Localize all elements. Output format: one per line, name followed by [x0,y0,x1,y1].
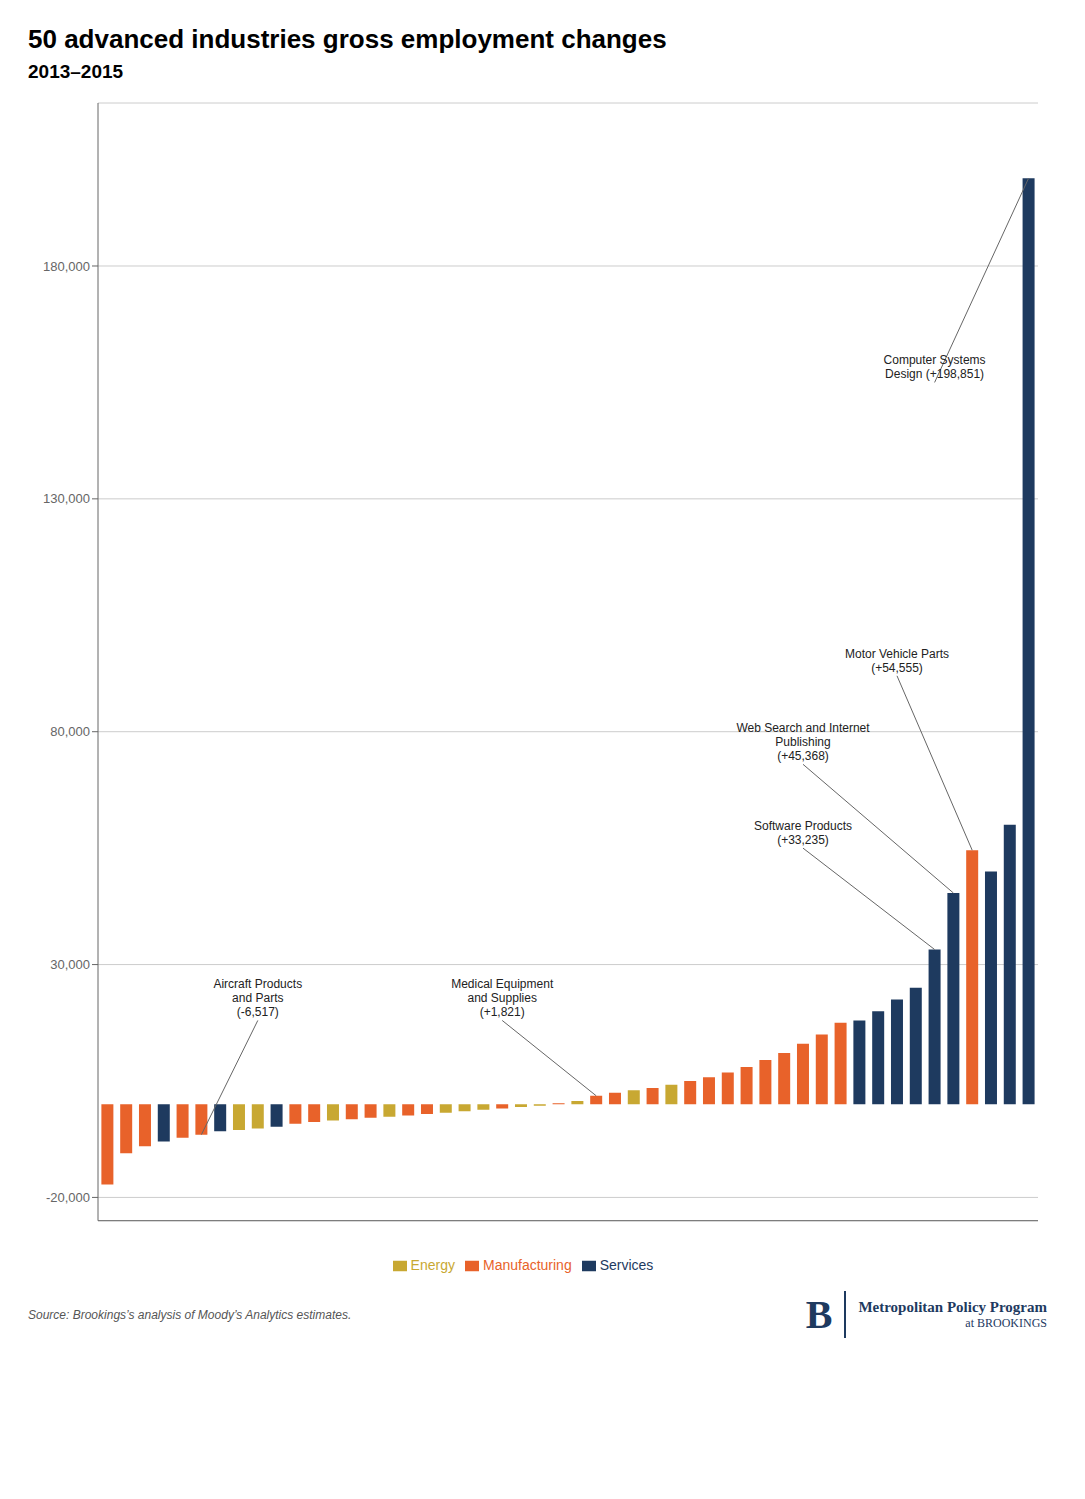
html-text:2013–2015: 2013–2015 [28,61,124,82]
html-text:50 advanced industries gross e: 50 advanced industries gross employment … [28,24,667,54]
svg-text:Medical Equipmentand Supplies(: Medical Equipmentand Supplies(+1,821) [451,977,554,1019]
svg-text:Motor Vehicle Parts(+54,555): Motor Vehicle Parts(+54,555) [845,647,949,675]
svg-text:-20,000: -20,000 [46,1190,90,1205]
html-text:Services: Services [599,1256,654,1273]
svg-text:Computer SystemsDesign (+198,8: Computer SystemsDesign (+198,851) [884,353,986,381]
html-text:Metropolitan Policy Program: Metropolitan Policy Program [858,1298,1047,1315]
svg-text:Web Search and InternetPublish: Web Search and InternetPublishing(+45,36… [736,721,870,763]
svg-text:80,000: 80,000 [50,724,90,739]
html-text:Energy: Energy [410,1256,455,1273]
svg-text:180,000: 180,000 [43,259,90,274]
html-text:at BROOKINGS: at BROOKINGS [965,1315,1047,1330]
html-text:B: B [805,1292,833,1337]
svg-text:Aircraft Productsand Parts(-6,: Aircraft Productsand Parts(-6,517) [213,977,302,1019]
svg-text:Software Products(+33,235): Software Products(+33,235) [754,819,852,847]
svg-text:30,000: 30,000 [50,957,90,972]
html-text:Source: Brookings’s analysis o: Source: Brookings’s analysis of Moody’s … [28,1307,352,1322]
svg-text:130,000: 130,000 [43,491,90,506]
html-text:Manufacturing: Manufacturing [483,1256,572,1273]
